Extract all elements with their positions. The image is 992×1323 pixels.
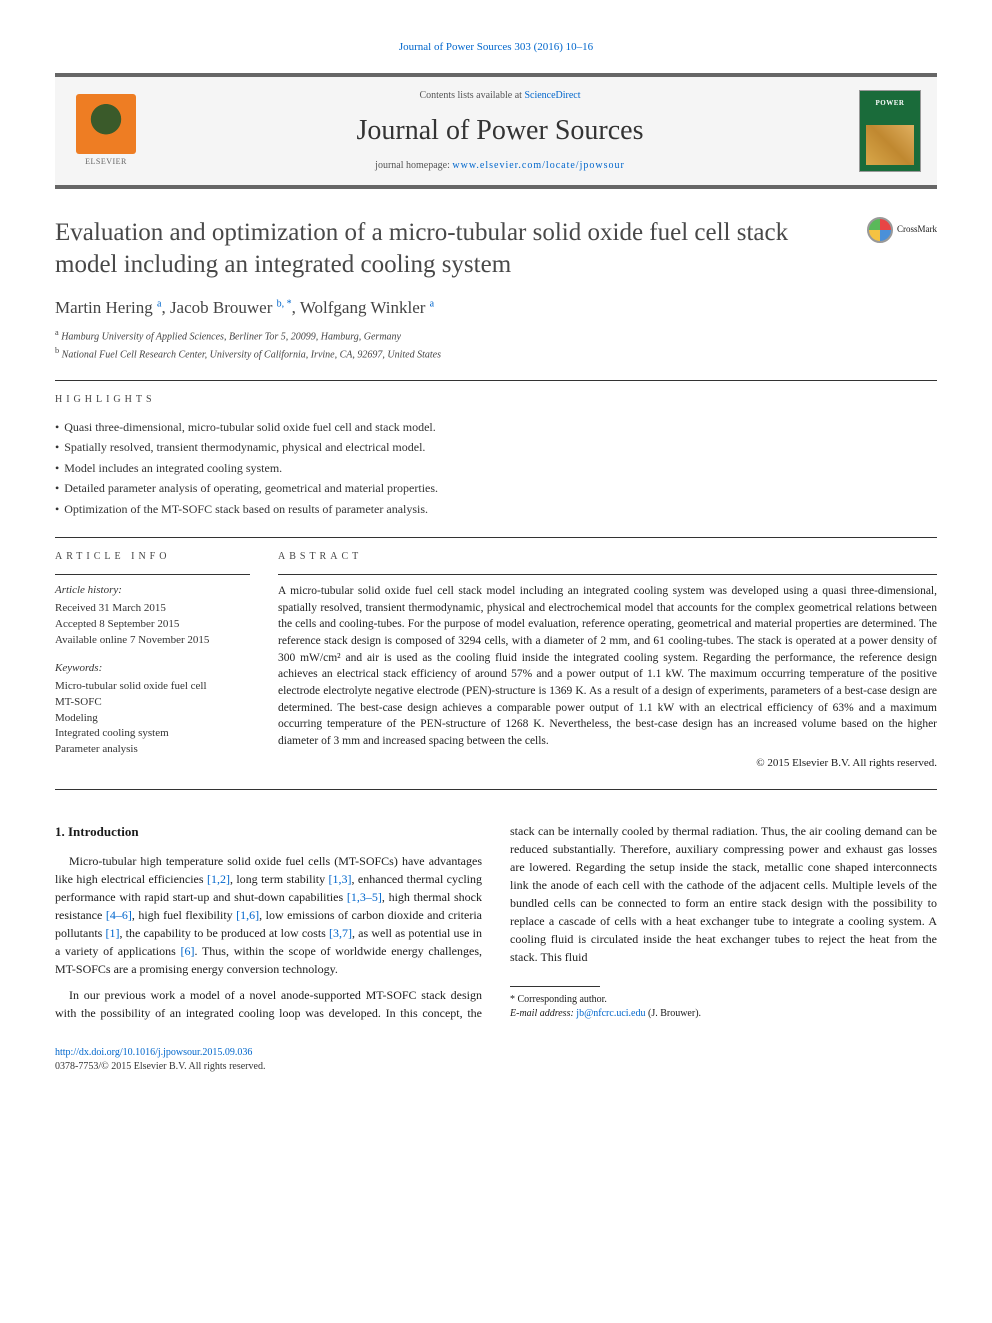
journal-homepage-line: journal homepage: www.elsevier.com/locat… (157, 159, 843, 173)
elsevier-tree-icon (76, 94, 136, 154)
highlights-label: HIGHLIGHTS (55, 393, 937, 407)
body-two-column: 1. Introduction Micro-tubular high tempe… (55, 822, 937, 1022)
ref-link[interactable]: [1] (106, 926, 120, 940)
divider (55, 537, 937, 538)
ref-link[interactable]: [6] (180, 944, 194, 958)
highlight-item: Optimization of the MT-SOFC stack based … (55, 499, 937, 519)
abstract-label: ABSTRACT (278, 550, 937, 564)
journal-header-box: ELSEVIER Contents lists available at Sci… (55, 73, 937, 188)
journal-homepage-link[interactable]: www.elsevier.com/locate/jpowsour (452, 160, 624, 171)
issn-copyright: 0378-7753/© 2015 Elsevier B.V. All right… (55, 1060, 937, 1074)
article-info-label: ARTICLE INFO (55, 550, 250, 564)
journal-cover-thumbnail[interactable] (859, 90, 921, 172)
highlight-item: Detailed parameter analysis of operating… (55, 478, 937, 498)
ref-link[interactable]: [1,6] (236, 908, 259, 922)
crossmark-icon (867, 217, 893, 243)
highlight-item: Model includes an integrated cooling sys… (55, 458, 937, 478)
ref-link[interactable]: [4–6] (106, 908, 132, 922)
keyword: Parameter analysis (55, 742, 250, 758)
keyword: Micro-tubular solid oxide fuel cell (55, 679, 250, 695)
email-link[interactable]: jb@nfcrc.uci.edu (576, 1008, 645, 1019)
article-info-column: ARTICLE INFO Article history: Received 3… (55, 550, 250, 771)
abstract-column: ABSTRACT A micro-tubular solid oxide fue… (278, 550, 937, 771)
corresponding-author-note: * Corresponding author. (510, 993, 937, 1007)
divider (55, 380, 937, 381)
ref-link[interactable]: [1,3] (329, 872, 352, 886)
abstract-text: A micro-tubular solid oxide fuel cell st… (278, 583, 937, 750)
keyword: MT-SOFC (55, 695, 250, 711)
accepted-date: Accepted 8 September 2015 (55, 617, 250, 633)
footnote-separator (510, 986, 600, 987)
article-title: Evaluation and optimization of a micro-t… (55, 217, 847, 282)
divider (55, 789, 937, 790)
sciencedirect-link[interactable]: ScienceDirect (524, 90, 580, 101)
crossmark-widget[interactable]: CrossMark (867, 217, 937, 243)
author-2: Jacob Brouwer (170, 298, 272, 317)
ref-link[interactable]: [1,3–5] (347, 890, 382, 904)
author-3: Wolfgang Winkler (300, 298, 426, 317)
keyword: Integrated cooling system (55, 726, 250, 742)
highlight-item: Quasi three-dimensional, micro-tubular s… (55, 417, 937, 437)
received-date: Received 31 March 2015 (55, 601, 250, 617)
abstract-copyright: © 2015 Elsevier B.V. All rights reserved… (278, 756, 937, 771)
online-date: Available online 7 November 2015 (55, 633, 250, 649)
ref-link[interactable]: [3,7] (329, 926, 352, 940)
citation-header[interactable]: Journal of Power Sources 303 (2016) 10–1… (55, 40, 937, 55)
intro-heading: 1. Introduction (55, 822, 482, 842)
journal-name: Journal of Power Sources (157, 111, 843, 150)
history-heading: Article history: (55, 583, 250, 599)
affiliations: a Hamburg University of Applied Sciences… (55, 327, 937, 362)
intro-paragraph-1: Micro-tubular high temperature solid oxi… (55, 852, 482, 978)
ref-link[interactable]: [1,2] (207, 872, 230, 886)
author-1: Martin Hering (55, 298, 153, 317)
elsevier-logo[interactable]: ELSEVIER (71, 91, 141, 171)
highlights-list: Quasi three-dimensional, micro-tubular s… (55, 417, 937, 519)
crossmark-label: CrossMark (897, 223, 937, 236)
keyword: Modeling (55, 711, 250, 727)
keywords-heading: Keywords: (55, 661, 250, 677)
page-footer: http://dx.doi.org/10.1016/j.jpowsour.201… (55, 1046, 937, 1074)
highlight-item: Spatially resolved, transient thermodyna… (55, 437, 937, 457)
contents-available-text: Contents lists available at ScienceDirec… (157, 89, 843, 103)
email-footnote: E-mail address: jb@nfcrc.uci.edu (J. Bro… (510, 1007, 937, 1021)
doi-link[interactable]: http://dx.doi.org/10.1016/j.jpowsour.201… (55, 1047, 252, 1058)
elsevier-label: ELSEVIER (85, 156, 127, 167)
authors-line: Martin Hering a, Jacob Brouwer b, *, Wol… (55, 296, 937, 320)
